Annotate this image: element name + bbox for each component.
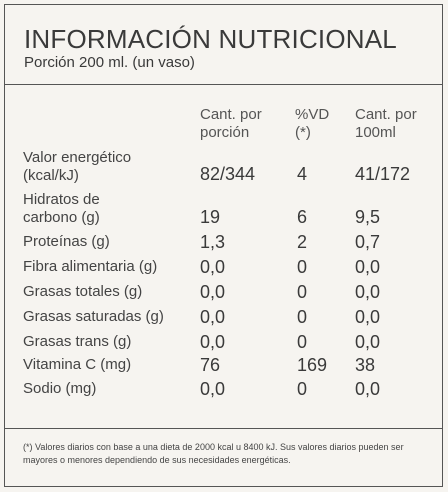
row-portion-value: 1,3	[200, 232, 226, 252]
footer-divider	[5, 428, 442, 429]
row-vd-value: 169	[297, 355, 328, 375]
row-portion-value: 0,0	[200, 282, 226, 302]
row-per100-value: 0,0	[355, 379, 381, 399]
row-label: Sodio (mg)	[23, 380, 97, 397]
row-vd-value: 2	[297, 232, 308, 252]
row-portion-value: 0,0	[200, 257, 226, 277]
row-vd-value: 0	[297, 307, 308, 327]
row-per100-value: 9,5	[355, 207, 381, 227]
row-label: Valor energético (kcal/kJ)	[23, 149, 132, 184]
row-vd-value: 0	[297, 379, 308, 399]
page-title: INFORMACIÓN NUTRICIONAL	[24, 24, 397, 54]
column-header-per-100ml: Cant. por 100ml	[355, 106, 417, 141]
row-label: Proteínas (g)	[23, 233, 110, 250]
row-portion-value: 82/344	[200, 164, 256, 184]
row-per100-value: 0,0	[355, 257, 381, 277]
header-divider	[5, 84, 442, 85]
row-vd-value: 0	[297, 282, 308, 302]
row-vd-value: 6	[297, 207, 308, 227]
column-header-per-portion: Cant. por porción	[200, 106, 262, 141]
row-per100-value: 0,0	[355, 307, 381, 327]
row-portion-value: 76	[200, 355, 221, 375]
nutrition-facts-panel	[4, 4, 443, 487]
column-header-vd: %VD (*)	[295, 106, 330, 141]
row-label: Hidratos de carbono (g)	[23, 191, 100, 226]
row-per100-value: 41/172	[355, 164, 411, 184]
row-portion-value: 0,0	[200, 379, 226, 399]
row-portion-value: 0,0	[200, 332, 226, 352]
row-portion-value: 19	[200, 207, 221, 227]
row-per100-value: 0,0	[355, 332, 381, 352]
footnote: (*) Valores diarios con base a una dieta…	[23, 442, 404, 465]
portion-subtitle: Porción 200 ml. (un vaso)	[24, 54, 195, 71]
row-per100-value: 38	[355, 355, 376, 375]
row-label: Grasas trans (g)	[23, 333, 132, 350]
row-vd-value: 4	[297, 164, 308, 184]
row-label: Grasas saturadas (g)	[23, 308, 164, 325]
row-vd-value: 0	[297, 257, 308, 277]
row-vd-value: 0	[297, 332, 308, 352]
row-label: Vitamina C (mg)	[23, 356, 132, 373]
row-label: Grasas totales (g)	[23, 283, 143, 300]
row-per100-value: 0,0	[355, 282, 381, 302]
row-label: Fibra alimentaria (g)	[23, 258, 158, 275]
row-portion-value: 0,0	[200, 307, 226, 327]
row-per100-value: 0,7	[355, 232, 381, 252]
